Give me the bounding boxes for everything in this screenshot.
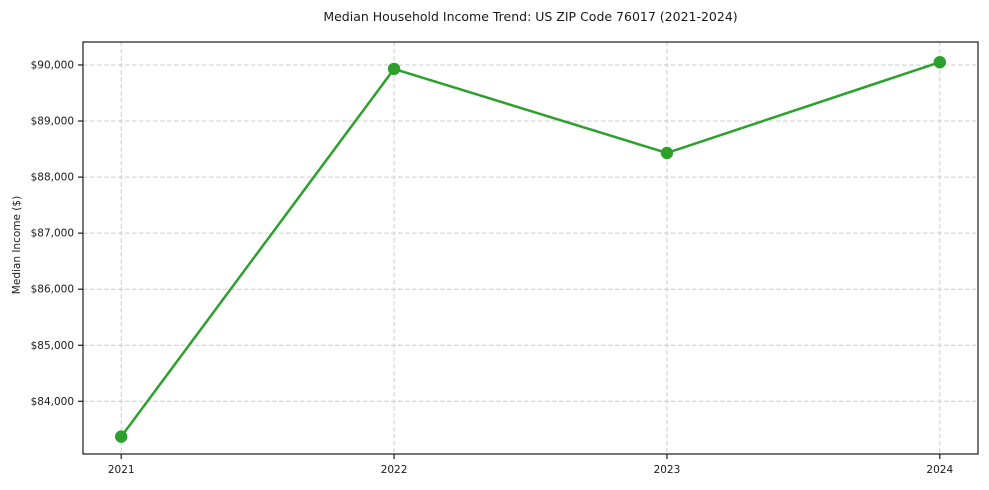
plot-border (82, 41, 979, 455)
y-tick-label: $86,000 (31, 284, 74, 296)
y-tick-label: $89,000 (31, 116, 74, 128)
y-tick-label: $87,000 (31, 228, 74, 240)
x-tick-label: 2023 (654, 464, 681, 476)
y-tick-label: $85,000 (31, 340, 74, 352)
x-tick-label: 2021 (108, 464, 135, 476)
data-point (387, 62, 401, 76)
y-tick-label: $84,000 (31, 396, 74, 408)
trend-line (120, 60, 941, 438)
data-point (933, 55, 946, 69)
x-tick-label: 2022 (381, 464, 408, 476)
x-tick-label: 2024 (926, 464, 953, 476)
data-point (660, 146, 674, 160)
y-tick-label: $88,000 (31, 172, 74, 184)
y-tick-label: $90,000 (31, 59, 74, 71)
chart-title: Median Household Income Trend: US ZIP Co… (323, 9, 738, 24)
data-point (115, 430, 128, 443)
